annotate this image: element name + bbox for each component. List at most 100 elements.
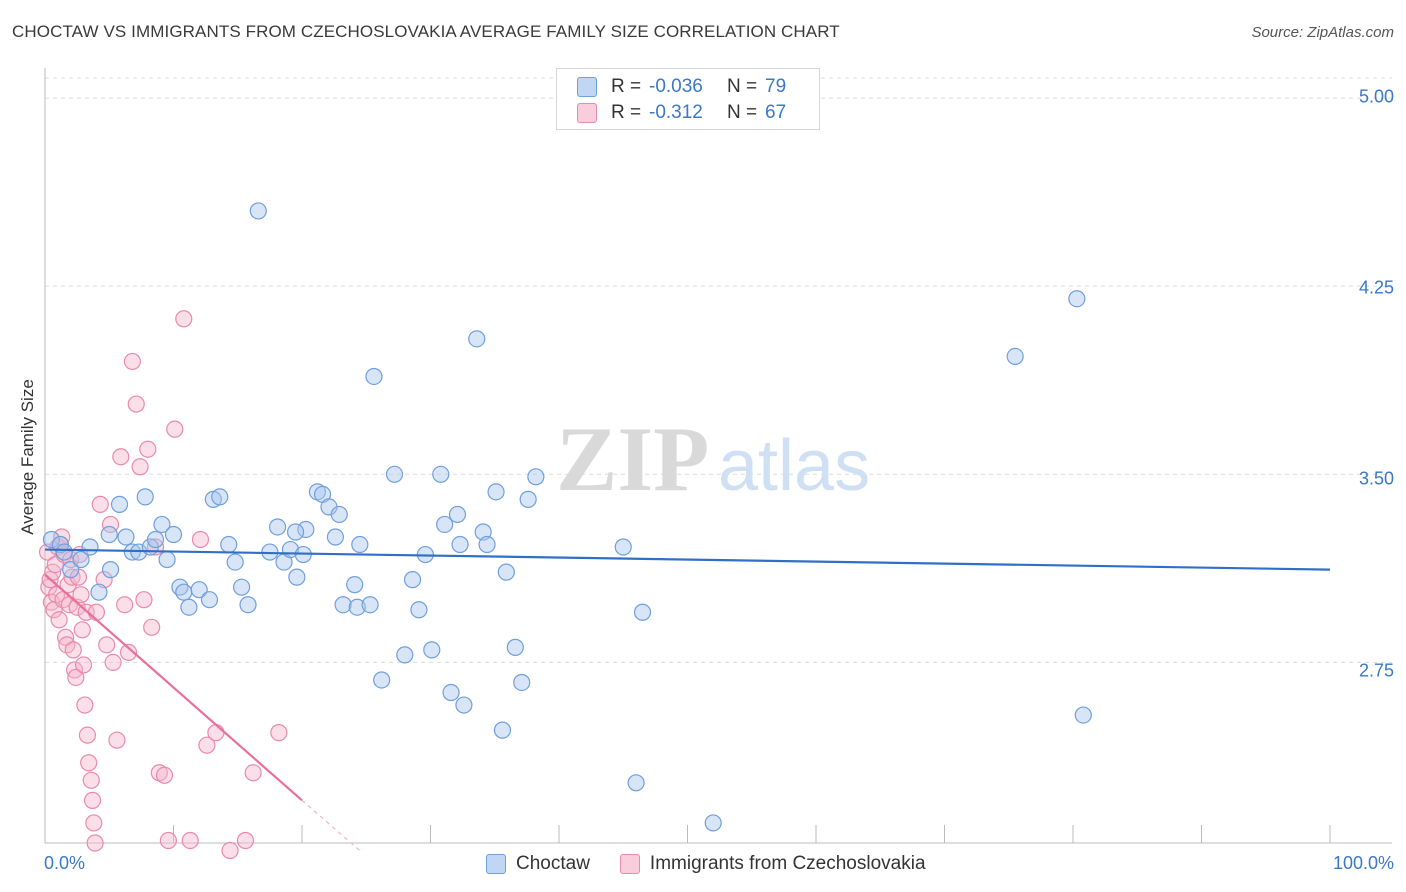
czech-point xyxy=(83,791,102,809)
correlation-legend: R = -0.036 N = 79 R = -0.312 N = 67 xyxy=(556,68,820,130)
choctaw-point xyxy=(249,202,267,220)
y-axis-title: Average Family Size xyxy=(18,379,37,535)
choctaw-point xyxy=(351,535,369,554)
chart-title: CHOCTAW VS IMMIGRANTS FROM CZECHOSLOVAKI… xyxy=(12,22,840,41)
choctaw-point xyxy=(200,591,219,609)
czech-r-label: R = xyxy=(611,102,642,123)
choctaw-trend-line xyxy=(44,548,1331,571)
choctaw-point xyxy=(81,538,99,556)
czech-point xyxy=(191,530,210,549)
legend-choctaw-swatch xyxy=(486,854,506,874)
legend-czech-label: Immigrants from Czechoslovakia xyxy=(649,853,926,874)
czech-point xyxy=(236,831,255,850)
czech-point xyxy=(91,495,109,513)
choctaw-n-value: 79 xyxy=(765,76,787,97)
choctaw-point xyxy=(286,523,305,541)
choctaw-point xyxy=(239,596,257,614)
czech-point xyxy=(50,611,68,629)
choctaw-point xyxy=(403,571,422,589)
watermark-zip: ZIP xyxy=(556,408,709,510)
czech-point xyxy=(116,596,134,614)
choctaw-point xyxy=(519,490,537,508)
choctaw-point xyxy=(527,468,545,486)
choctaw-point xyxy=(297,520,315,539)
czech-trend-line xyxy=(44,573,303,802)
czech-point xyxy=(159,831,177,850)
y-tick-label: 3.50 xyxy=(1358,468,1394,489)
czech-point xyxy=(67,668,85,687)
choctaw-point xyxy=(442,683,460,702)
choctaw-point xyxy=(365,367,383,386)
choctaw-point xyxy=(100,525,118,544)
choctaw-point xyxy=(1006,347,1024,366)
choctaw-point xyxy=(633,603,652,621)
choctaw-point xyxy=(146,530,165,549)
czech-swatch xyxy=(577,103,597,123)
x-tick-label-right: 100.0% xyxy=(1332,853,1394,873)
czech-point xyxy=(123,352,141,371)
choctaw-point xyxy=(158,550,176,569)
choctaw-point xyxy=(220,535,238,554)
legend-choctaw-label: Choctaw xyxy=(516,853,590,874)
choctaw-point xyxy=(72,550,90,569)
x-tick-label-left: 0.0% xyxy=(44,853,86,873)
choctaw-point xyxy=(42,530,61,549)
czech-point xyxy=(270,724,288,742)
choctaw-point xyxy=(180,598,198,616)
czech-point xyxy=(175,310,193,328)
choctaw-point xyxy=(211,488,229,506)
choctaw-point xyxy=(385,465,404,483)
czech-point xyxy=(119,643,138,661)
czech-point xyxy=(85,814,103,832)
czech-r-value: -0.312 xyxy=(649,102,703,123)
choctaw-point xyxy=(346,576,364,594)
choctaw-point xyxy=(436,515,454,534)
choctaw-point xyxy=(164,525,183,544)
choctaw-point xyxy=(348,598,366,616)
czech-n-value: 67 xyxy=(765,102,787,123)
source-label: Source: ZipAtlas.com xyxy=(1251,24,1394,41)
choctaw-point xyxy=(704,814,722,832)
czech-point xyxy=(166,420,184,438)
choctaw-point xyxy=(373,671,391,689)
czech-point xyxy=(95,571,113,589)
choctaw-point xyxy=(288,568,306,586)
choctaw-point xyxy=(1068,290,1086,308)
czech-point xyxy=(64,641,82,659)
choctaw-r-label: R = xyxy=(611,76,642,97)
choctaw-point xyxy=(513,673,531,692)
czech-point xyxy=(73,621,91,639)
czech-point xyxy=(131,458,149,476)
czech-point xyxy=(244,764,262,782)
choctaw-point xyxy=(478,535,496,554)
czech-point xyxy=(108,731,126,749)
watermark-layer: ZIP atlas xyxy=(556,408,870,510)
choctaw-point xyxy=(410,601,428,619)
czech-point xyxy=(86,834,104,852)
choctaw-point xyxy=(233,578,251,596)
choctaw-point xyxy=(330,505,348,524)
czech-point xyxy=(112,448,130,466)
choctaw-point xyxy=(190,581,208,599)
choctaw-point xyxy=(432,465,450,483)
czech-point xyxy=(78,726,97,744)
choctaw-point xyxy=(153,515,171,534)
choctaw-r-value: -0.036 xyxy=(649,76,703,97)
czech-points-layer xyxy=(38,310,288,860)
choctaw-point xyxy=(334,596,352,614)
choctaw-point xyxy=(448,505,467,524)
czech-point xyxy=(98,636,116,654)
y-tick-label: 2.75 xyxy=(1358,660,1394,681)
legend-item-choctaw: Choctaw xyxy=(486,853,590,875)
czech-point xyxy=(135,591,153,609)
czech-point xyxy=(87,603,106,621)
czech-point xyxy=(80,754,98,772)
choctaw-points-layer xyxy=(42,202,1092,832)
czech-point xyxy=(82,771,100,789)
choctaw-point xyxy=(451,535,469,554)
choctaw-point xyxy=(361,596,379,614)
series-legend: Choctaw Immigrants from Czechoslovakia xyxy=(486,852,956,876)
czech-point xyxy=(104,653,122,672)
choctaw-n-label: N = xyxy=(727,76,758,97)
trend-layer xyxy=(44,548,1331,851)
